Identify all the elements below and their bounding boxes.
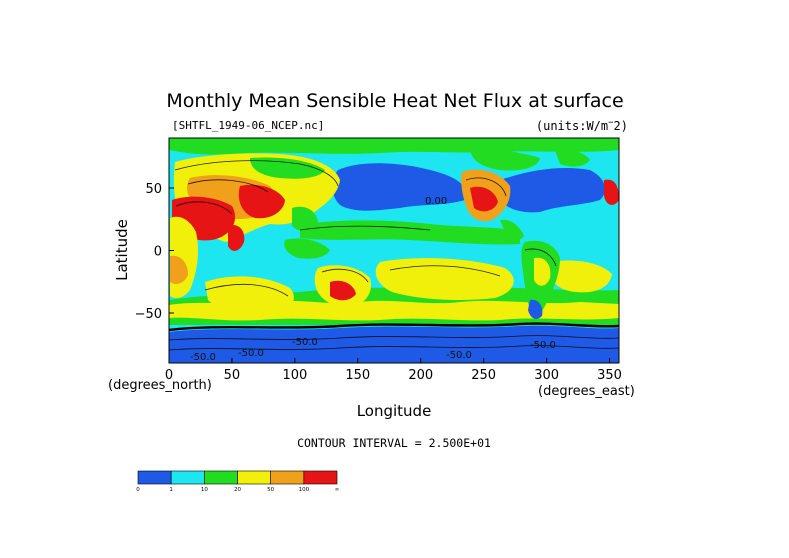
colorbar-label: 10 <box>201 487 208 493</box>
north-america-hotspot <box>470 186 498 212</box>
heatmap-field: 0.00 -50.0 -50.0 -50.0 -50.0 -50.0 <box>169 138 619 363</box>
units-suffix: 2) <box>614 119 628 133</box>
units-prefix: (units:W/m <box>536 119 608 133</box>
colorbar-end-label: ∞ <box>335 487 340 493</box>
contour-label-zero: 0.00 <box>425 196 447 207</box>
units-label: (units:W/m−2) <box>536 118 628 133</box>
colorbar-swatch <box>237 470 271 485</box>
contour-label-neg50-a: -50.0 <box>292 337 318 348</box>
contour-interval-note: CONTOUR INTERVAL = 2.500E+01 <box>297 436 491 450</box>
contour-label-neg50-e: -50.0 <box>530 340 556 351</box>
contour-lines <box>169 160 619 351</box>
north-pacific-ocean <box>332 163 466 211</box>
x-tick-label: 100 <box>282 368 307 383</box>
contour-label-neg50-b: -50.0 <box>190 352 216 363</box>
x-tick-label: 200 <box>408 368 433 383</box>
europe-east-edge-hotspot <box>604 179 619 205</box>
colorbar: 0 1 10 20 50 100 ∞ <box>136 470 340 493</box>
canada-green <box>470 149 540 171</box>
australia-hotspot <box>330 280 356 301</box>
x-tick-label: 350 <box>597 368 622 383</box>
south-america-yellow <box>534 257 551 286</box>
antarctica <box>169 325 619 363</box>
x-axis-ticks: 0 50 100 150 200 250 300 350 <box>165 358 622 383</box>
central-america <box>500 219 524 241</box>
x-tick-label: 300 <box>534 368 559 383</box>
y-axis-ticks: −50 0 50 <box>135 182 174 322</box>
colorbar-swatch <box>137 470 172 485</box>
colorbar-swatch <box>204 470 238 485</box>
x-tick-label: 150 <box>345 368 370 383</box>
x-axis-title: Longitude <box>357 402 432 420</box>
india-hotspot <box>228 224 245 251</box>
units-superscript-minus: − <box>608 118 614 128</box>
africa-orange <box>170 255 188 284</box>
south-atlantic-yellow <box>549 260 612 293</box>
chart-title: Monthly Mean Sensible Heat Net Flux at s… <box>166 90 623 112</box>
y-tick-label: 0 <box>154 245 162 260</box>
colorbar-label: 20 <box>234 487 241 493</box>
east-asia-green <box>292 206 318 231</box>
colorbar-swatch <box>303 470 338 485</box>
contour-label-neg50-d: -50.0 <box>446 350 472 361</box>
contour-label-neg50-c: -50.0 <box>238 348 264 359</box>
siberia-green <box>250 157 325 179</box>
dataset-label: [SHTFL_1949-06_NCEP.nc] <box>172 119 324 132</box>
colorbar-label: 100 <box>299 487 310 493</box>
south-pacific-yellow <box>375 258 514 300</box>
maritime-continent <box>284 238 330 259</box>
north-atlantic-ocean <box>498 168 606 213</box>
x-unit-label: (degrees_east) <box>538 384 635 399</box>
colorbar-swatch <box>170 470 205 485</box>
y-axis-title: Latitude <box>113 219 131 281</box>
greenland-green <box>555 149 590 167</box>
colorbar-label: 1 <box>169 487 173 493</box>
tibet-hotspot <box>238 184 285 219</box>
y-unit-label: (degrees_north) <box>108 378 212 393</box>
antarctic-coast-contours <box>169 322 619 332</box>
southern-ocean-yellow <box>169 300 619 321</box>
y-tick-label: −50 <box>135 307 162 322</box>
colorbar-label: 50 <box>267 487 274 493</box>
colorbar-label: 0 <box>136 487 140 493</box>
x-tick-label: 0 <box>165 368 173 383</box>
x-tick-label: 250 <box>471 368 496 383</box>
arctic-band <box>169 138 619 155</box>
patagonia-blue <box>528 299 543 319</box>
colorbar-swatch <box>270 470 305 485</box>
y-tick-label: 50 <box>145 182 162 197</box>
x-tick-label: 50 <box>224 368 241 383</box>
